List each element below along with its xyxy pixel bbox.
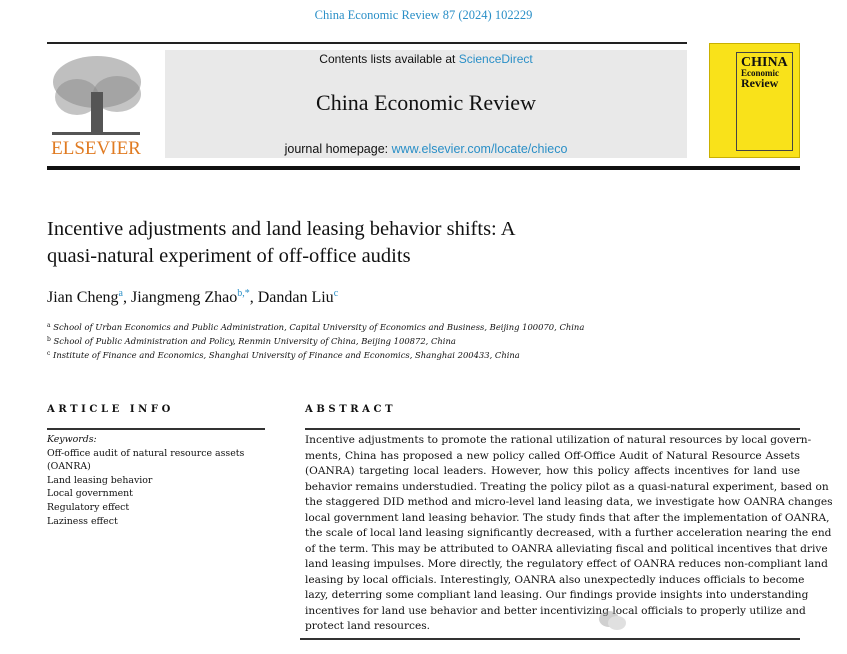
title-line-2: quasi-natural experiment of off-office a…	[47, 245, 411, 267]
author-affiliation-link[interactable]: b,*	[237, 288, 250, 299]
journal-banner	[165, 50, 687, 158]
article-info-heading: ARTICLE INFO	[47, 404, 174, 415]
cover-line2: Economic	[741, 68, 779, 79]
keyword: Land leasing behavior	[47, 474, 153, 486]
keywords-block: Keywords: Off-office audit of natural re…	[47, 433, 252, 528]
header-divider	[47, 166, 800, 170]
abstract-line: behavior remains understudied. Treating …	[305, 480, 829, 493]
author-list: Jian Chenga, Jiangmeng Zhaob,*, Dandan L…	[47, 288, 339, 306]
contents-line: Contents lists available at ScienceDirec…	[165, 52, 687, 66]
abstract-line: land leasing impulses. More directly, th…	[305, 558, 828, 570]
keywords-label: Keywords:	[47, 434, 97, 445]
abstract-line: Incentive adjustments to promote the rat…	[305, 434, 812, 446]
abstract-line: the scale of local land leasing signific…	[305, 527, 832, 539]
homepage-line: journal homepage: www.elsevier.com/locat…	[165, 142, 687, 156]
cover-line3: Review	[741, 75, 779, 90]
article-title: Incentive adjustments and land leasing b…	[47, 216, 687, 270]
abstract-line: of the term. This may be attributed to O…	[305, 542, 828, 555]
cover-frame	[736, 52, 793, 151]
top-rule	[47, 42, 687, 44]
affiliation: b School of Public Administration and Po…	[47, 336, 456, 346]
author-name: Jiangmeng Zhao	[131, 289, 238, 306]
abstract-line: incentives for land use behavior and bet…	[305, 604, 806, 617]
cover-line1: CHINA	[741, 55, 788, 70]
author-affiliation-link[interactable]: c	[333, 288, 339, 299]
keyword: Off-office audit of natural resource ass…	[47, 447, 245, 473]
abstract-bottom-rule	[300, 638, 800, 640]
wechat-icon	[599, 611, 626, 630]
contents-prefix: Contents lists available at	[319, 52, 459, 66]
affiliation: c Institute of Finance and Economics, Sh…	[47, 350, 520, 360]
elsevier-tree-logo	[52, 56, 141, 135]
author-name: Dandan Liu	[257, 289, 334, 306]
affiliation-mark: c	[47, 350, 51, 357]
keyword: Regulatory effect	[47, 501, 130, 513]
abstract-line: local government land leasing behavior. …	[305, 511, 830, 524]
affiliation-mark: a	[47, 322, 51, 329]
cover-title: CHINA Economic Review	[741, 55, 788, 90]
affiliation-mark: b	[47, 336, 51, 343]
author-affiliation-link[interactable]: a	[118, 288, 123, 299]
abstract-line: (OANRA) targeting local leaders. However…	[305, 465, 800, 477]
affiliation-text: School of Urban Economics and Public Adm…	[53, 322, 585, 332]
abstract-line: ments, China has proposed a new policy c…	[305, 449, 800, 462]
abstract-heading: ABSTRACT	[305, 404, 397, 415]
abstract-line: lazy, deterring some compliant land leas…	[305, 589, 809, 601]
article-info-rule	[47, 428, 265, 430]
keyword: Local government	[47, 488, 133, 500]
sciencedirect-link[interactable]: ScienceDirect	[458, 52, 533, 66]
affiliation-text: School of Public Administration and Poli…	[53, 336, 456, 346]
journal-title: China Economic Review	[316, 90, 536, 115]
abstract-line: protect land resources.	[305, 620, 431, 632]
abstract-text: Incentive adjustments to promote the rat…	[305, 433, 833, 635]
homepage-link[interactable]: www.elsevier.com/locate/chieco	[391, 142, 568, 156]
author-name: Jian Cheng	[47, 289, 119, 306]
affiliation-text: Institute of Finance and Economics, Shan…	[53, 350, 520, 360]
homepage-prefix: journal homepage:	[284, 142, 392, 156]
abstract-line: the staggered DID method and micro-level…	[305, 496, 833, 508]
abstract-rule	[305, 428, 800, 430]
journal-citation[interactable]: China Economic Review 87 (2024) 102229	[314, 8, 533, 22]
elsevier-logo-text: ELSEVIER	[51, 138, 141, 159]
journal-cover[interactable]	[709, 43, 800, 158]
keyword: Laziness effect	[47, 515, 118, 527]
title-line-1: Incentive adjustments and land leasing b…	[47, 218, 516, 240]
abstract-line: leasing by local officials. Interestingl…	[305, 573, 805, 586]
affiliation: a School of Urban Economics and Public A…	[47, 322, 584, 332]
